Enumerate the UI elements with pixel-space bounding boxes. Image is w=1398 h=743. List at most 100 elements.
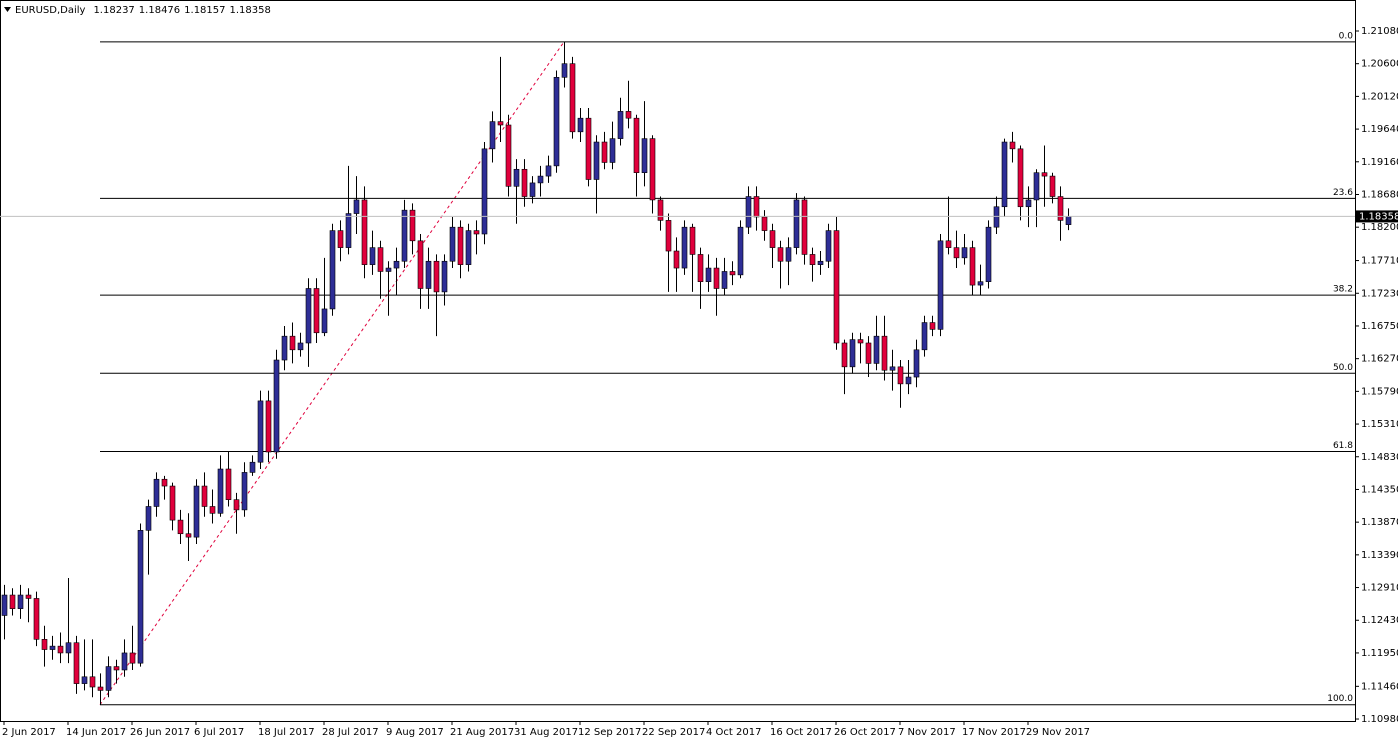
candle-body [529, 182, 536, 197]
candle-body [577, 117, 584, 133]
candle-body [561, 63, 568, 78]
candle-body [161, 478, 168, 487]
candle-body [505, 124, 512, 187]
candle-body [961, 247, 968, 259]
candle-body [441, 260, 448, 293]
candle-body [465, 230, 472, 265]
x-tick-label: 26 Jun 2017 [130, 727, 190, 738]
y-tick-label: 1.13390 [1361, 550, 1398, 561]
candle-body [417, 240, 424, 289]
candle-body [433, 260, 440, 293]
y-tick-label: 1.19160 [1361, 157, 1398, 168]
y-tick-label: 1.15790 [1361, 386, 1398, 397]
candle-body [297, 342, 304, 351]
candle-body [913, 349, 920, 378]
y-tick-label: 1.11950 [1361, 648, 1398, 659]
x-tick-label: 2 Jun 2017 [2, 727, 56, 738]
candle-body [513, 168, 520, 187]
candle-body [185, 533, 192, 538]
candle-body [33, 598, 40, 640]
candle-body [841, 342, 848, 368]
x-tick-label: 28 Jul 2017 [322, 727, 379, 738]
chart-title: EURUSD,Daily [15, 5, 86, 16]
candle-body [193, 485, 200, 538]
y-tick-label: 1.12910 [1361, 583, 1398, 594]
candle-body [225, 468, 232, 500]
candle-body [1057, 196, 1064, 221]
candle-body [257, 400, 264, 463]
candle-body [641, 138, 648, 173]
candle-body [361, 199, 368, 265]
candle-body [1001, 141, 1008, 208]
header-ohlc-value: 1.18237 [93, 5, 134, 16]
candle-body [769, 230, 776, 248]
candle-body [65, 642, 72, 654]
fib-level-label: 61.8 [1333, 441, 1353, 451]
symbol-menu-arrow[interactable] [4, 7, 11, 12]
candle-body [945, 240, 952, 248]
candle-body [97, 686, 104, 691]
candle-body [649, 138, 656, 201]
header-ohlc-value: 1.18157 [184, 5, 225, 16]
candle-body [305, 288, 312, 344]
candle-body [809, 254, 816, 265]
candle-body [729, 271, 736, 276]
candle-body [1065, 216, 1072, 225]
candle-body [713, 267, 720, 289]
candle-body [977, 281, 984, 286]
fib-level-label: 50.0 [1333, 363, 1353, 373]
candle-body [169, 485, 176, 521]
y-tick-label: 1.20600 [1361, 59, 1398, 70]
x-tick-label: 6 Jul 2017 [194, 727, 244, 738]
header-ohlc-value: 1.18358 [230, 5, 271, 16]
y-tick-label: 1.16270 [1361, 354, 1398, 365]
candle-body [753, 196, 760, 218]
y-tick-label: 1.14350 [1361, 484, 1398, 495]
x-tick-label: 26 Oct 2017 [834, 727, 896, 738]
candle-body [121, 652, 128, 671]
candle-body [721, 271, 728, 289]
candle-body [481, 148, 488, 235]
candle-body [497, 121, 504, 126]
candle-body [705, 267, 712, 282]
candle-body [353, 199, 360, 214]
candle-body [681, 226, 688, 269]
candle-body [689, 226, 696, 255]
x-tick-label: 29 Nov 2017 [1026, 727, 1090, 738]
candle-body [1041, 172, 1048, 177]
candle-body [929, 322, 936, 330]
candle-body [105, 666, 112, 691]
candle-body [177, 519, 184, 535]
y-tick-label: 1.17710 [1361, 256, 1398, 267]
candle-body [313, 288, 320, 334]
candle-body [569, 63, 576, 133]
candle-body [897, 366, 904, 385]
candle-body [1033, 172, 1040, 201]
fib-level-label: 38.2 [1333, 285, 1353, 295]
candle-body [969, 247, 976, 286]
candle-body [217, 468, 224, 514]
x-tick-label: 16 Oct 2017 [770, 727, 832, 738]
candle-body [737, 226, 744, 276]
x-tick-label: 17 Nov 2017 [962, 727, 1026, 738]
candle-body [865, 342, 872, 364]
candle-body [369, 247, 376, 265]
candle-body [321, 308, 328, 334]
x-tick-label: 14 Jun 2017 [66, 727, 126, 738]
candle-body [889, 366, 896, 371]
fib-level-label: 0.0 [1339, 31, 1354, 41]
candle-body [585, 117, 592, 180]
candle-body [825, 230, 832, 262]
candle-body [153, 478, 160, 507]
candle-body [881, 335, 888, 371]
candle-body [521, 168, 528, 197]
x-tick-label: 4 Oct 2017 [706, 727, 761, 738]
candle-body [857, 339, 864, 344]
y-tick-label: 1.19640 [1361, 124, 1398, 135]
candle-body [777, 247, 784, 262]
candle-body [265, 400, 272, 453]
candle-body [289, 335, 296, 351]
candle-body [657, 199, 664, 221]
candle-body [801, 199, 808, 255]
